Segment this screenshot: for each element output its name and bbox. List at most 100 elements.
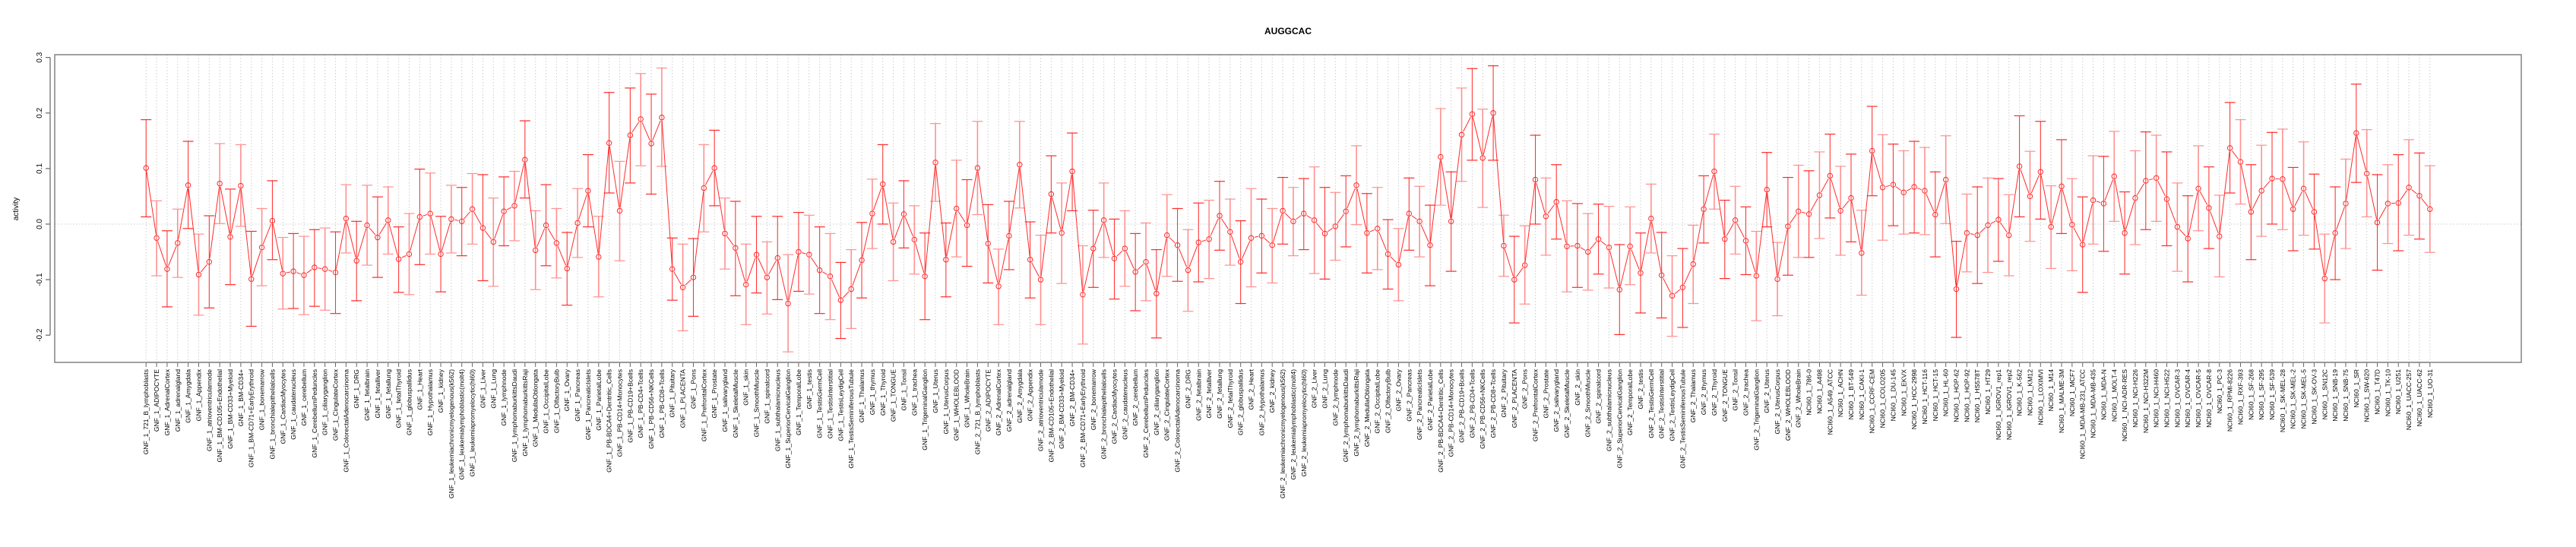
- data-point: [1742, 238, 1749, 244]
- x-tick-label: NCI60_1_NCI-H226: [2131, 369, 2139, 428]
- error-bar: [1046, 155, 1057, 234]
- data-point: [438, 251, 444, 258]
- error-bar: [414, 168, 426, 265]
- data-point: [1280, 207, 1286, 214]
- series-line-segment: [1736, 223, 1745, 239]
- series-line-segment: [272, 223, 283, 270]
- plot-frame: [54, 54, 2522, 363]
- error-bar: [540, 184, 552, 267]
- series-line-segment: [883, 187, 894, 239]
- x-tick-label: GNF_1_Amygdala: [185, 369, 192, 423]
- data-point: [1469, 111, 1476, 117]
- x-tick-label: GNF_2_Prostate: [1542, 369, 1549, 419]
- error-bar: [1983, 177, 1994, 274]
- data-point: [2122, 229, 2128, 236]
- series-line-segment: [1369, 229, 1375, 232]
- series-line-segment: [157, 241, 166, 267]
- error-bar: [2150, 134, 2162, 222]
- error-bar: [277, 236, 289, 310]
- data-point: [2069, 222, 2075, 228]
- data-point: [606, 140, 612, 146]
- error-bar: [2404, 139, 2415, 236]
- x-tick-label: GNF_2_globuspallidus: [1237, 369, 1245, 435]
- error-bar: [298, 236, 309, 315]
- data-point: [774, 255, 780, 261]
- x-tick-label: NCI60_1_HCC-2998: [1910, 369, 1918, 430]
- y-tick-label: 0.3: [36, 52, 44, 62]
- error-bar: [445, 185, 457, 254]
- error-bar: [1361, 193, 1372, 274]
- error-bar: [2361, 129, 2372, 218]
- data-point: [1017, 162, 1023, 168]
- error-bar: [141, 119, 152, 218]
- x-tick-label: GNF_1_lymphomaburkittsRaji: [521, 369, 529, 457]
- data-point: [2185, 236, 2191, 242]
- x-tick-label: GNF_1_Liver: [479, 369, 486, 408]
- series-line-segment: [1093, 223, 1103, 246]
- data-point: [2226, 145, 2233, 151]
- x-tick-label: NCI60_1_SK-MEL-2: [2290, 369, 2297, 429]
- x-tick-label: GNF_1_Lung: [489, 369, 497, 409]
- x-tick-label: GNF_2_Thalamus: [1689, 369, 1697, 422]
- data-point: [1911, 184, 1917, 190]
- data-point: [1732, 217, 1739, 223]
- data-point: [764, 274, 771, 280]
- series-line-segment: [609, 146, 620, 208]
- x-tick-label: GNF_2_PB-CD19+Bcells: [1458, 369, 1466, 443]
- data-point: [511, 203, 517, 209]
- series-line-segment: [1683, 267, 1692, 285]
- data-point: [1458, 131, 1465, 138]
- series-line-segment: [904, 217, 914, 237]
- error-bar: [783, 254, 794, 353]
- data-point: [2258, 188, 2264, 194]
- series-line-segment: [1483, 116, 1493, 155]
- error-bar: [940, 222, 951, 298]
- error-bar: [172, 208, 183, 278]
- error-bar: [2098, 156, 2109, 252]
- x-tick-label: GNF_1_OccipitalLobe: [543, 369, 550, 434]
- data-point: [227, 234, 233, 240]
- series-line-segment: [1492, 116, 1505, 243]
- x-tick-label: GNF_1_Thalamus: [858, 369, 866, 422]
- x-tick-label: NCI60_1_HCT-116: [1921, 369, 1929, 425]
- data-point: [1237, 258, 1244, 265]
- data-point: [1848, 194, 1854, 201]
- error-bar: [646, 93, 657, 195]
- data-point: [1122, 245, 1128, 251]
- error-bar: [688, 238, 699, 317]
- error-bar: [256, 207, 267, 286]
- error-bar: [519, 120, 530, 199]
- data-point: [1985, 222, 1991, 229]
- series-line-segment: [631, 122, 640, 133]
- error-bar: [1688, 224, 1699, 305]
- x-tick-label: GNF_1_trachea: [910, 369, 918, 416]
- x-tick-label: GNF_2_PB-CD4+Tcells: [1468, 369, 1476, 438]
- series-line-segment: [693, 191, 704, 274]
- data-point: [1669, 292, 1676, 299]
- x-tick-label: GNF_2_Hypothalamus: [1258, 369, 1265, 435]
- x-tick-label: GNF_2_BM-CD34+: [1068, 369, 1076, 426]
- data-point: [1217, 213, 1223, 219]
- x-tick-label: NCI60_1_SW-620: [2363, 369, 2371, 422]
- series-line-segment: [1590, 241, 1597, 250]
- series-line-segment: [998, 239, 1009, 283]
- series-line-segment: [2324, 236, 2335, 276]
- x-tick-label: GNF_1_fetalliver: [374, 369, 381, 419]
- data-point: [343, 215, 350, 222]
- data-point: [1942, 176, 1949, 183]
- x-tick-label: GNF_2_subthalamicnucleus: [1605, 369, 1612, 451]
- series-line-segment: [1296, 215, 1302, 220]
- x-tick-label: GNF_1_leukemiapromyelocytic(hl60): [469, 369, 476, 477]
- x-tick-label: GNF_2_WholeBrain: [1795, 369, 1802, 428]
- data-point: [2048, 223, 2054, 230]
- x-tick-label: GNF_1_PancreaticIslets: [584, 369, 592, 440]
- y-axis: -0.2 -0.1 0.0 0.1 0.2 0.3: [36, 52, 51, 342]
- x-tick-label: NCI60_1_SN12C: [2321, 369, 2328, 419]
- x-tick-label: GNF_2_CerebellumPeduncles: [1142, 369, 1150, 458]
- data-point: [1869, 147, 1875, 154]
- data-point: [185, 182, 191, 188]
- data-point: [1311, 217, 1318, 223]
- error-bar: [1287, 187, 1299, 257]
- data-point: [1764, 186, 1770, 193]
- x-tick-label: GNF_2_leukemiapromyelocytic(hl60): [1300, 369, 1308, 477]
